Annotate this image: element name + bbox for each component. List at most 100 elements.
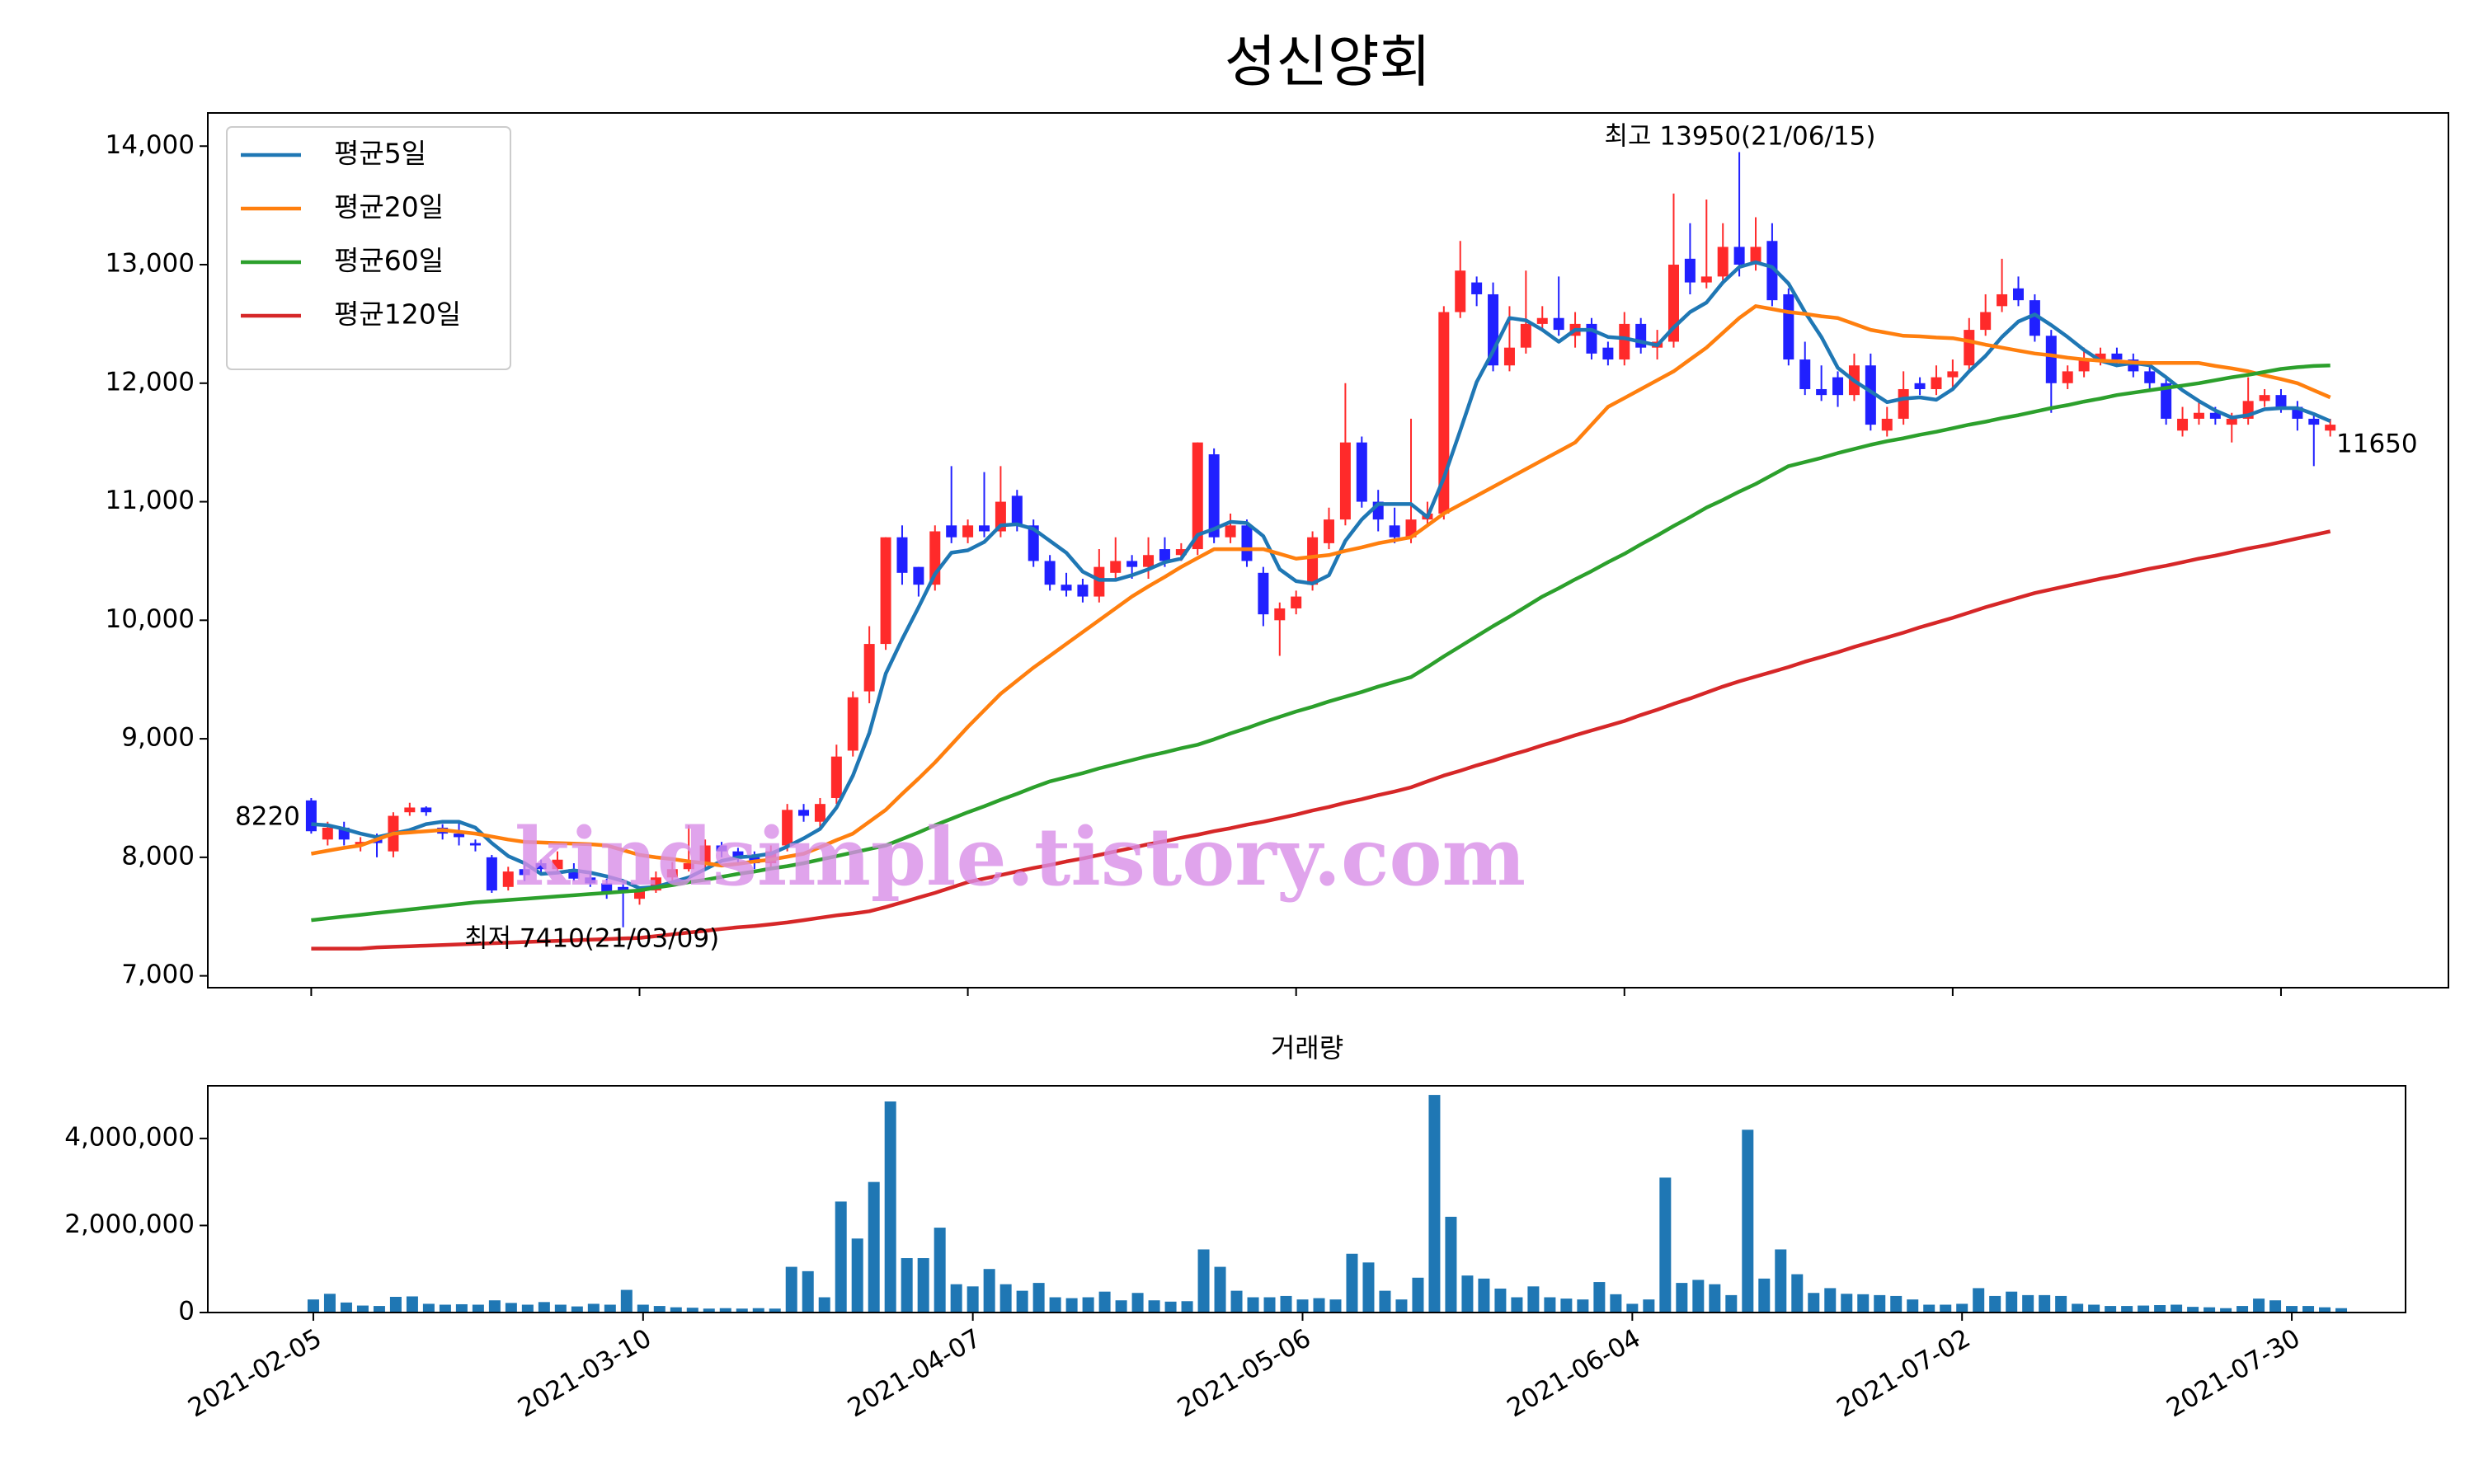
y-tick-label: 0 [178,1297,195,1327]
volume-bar [901,1258,913,1313]
candle-body [2161,383,2172,419]
volume-bar [2088,1304,2100,1313]
volume-bar [373,1306,385,1313]
candle-body [2062,371,2073,383]
candle-body [1816,388,1827,396]
candle-body [552,859,563,870]
volume-bar [2105,1306,2117,1313]
candle-body [1881,418,1893,431]
ma-line [311,363,2331,923]
candle-body [1602,347,1614,360]
candle-body [454,834,465,838]
candle-body [1044,561,1056,585]
volume-bar [620,1289,633,1313]
volume-bar [1412,1277,1424,1313]
volume-bar [802,1270,814,1313]
volume-bar [851,1238,863,1313]
volume-bar [1560,1298,1573,1313]
volume-bar [653,1306,666,1313]
volume-bar [1032,1283,1045,1313]
candle-body [2012,288,2024,301]
volume-bar [1626,1303,1639,1313]
candle-body [1914,383,1926,389]
candle-body [2144,371,2156,383]
volume-bar [670,1307,682,1313]
volume-bar [1362,1262,1375,1313]
y-tick-label: 13,000 [106,249,195,279]
candle-body [1061,585,1072,591]
volume-bar [472,1304,484,1313]
candle-body [1947,371,1959,378]
legend-label: 평균120일 [334,298,461,331]
volume-bar [2204,1307,2216,1313]
candle-body [1783,294,1794,360]
candle-body [1964,330,1975,366]
volume-bar [1907,1299,1919,1313]
volume-bar [868,1181,880,1313]
volume-bar [1313,1298,1325,1313]
candle-body [502,871,514,887]
volume-bar [2072,1303,2084,1313]
annotation-last: 11650 [2336,430,2418,459]
legend-label: 평균60일 [334,245,444,277]
volume-frame [207,1085,2406,1313]
y-tick-label: 9,000 [121,723,195,753]
legend-label: 평균20일 [334,191,444,223]
candle-body [1339,442,1351,520]
volume-bar [505,1303,517,1313]
candle-body [1225,525,1236,538]
candle-body [1931,377,1942,389]
volume-bar [1544,1297,1556,1313]
candle-body [732,851,744,857]
candle-body [1438,312,1450,514]
volume-bar [488,1300,501,1313]
volume-bar [1956,1303,1968,1313]
candle-body [1323,519,1334,543]
volume-bar [587,1303,600,1313]
volume-bar [2286,1306,2298,1313]
volume-bar [1181,1301,1193,1313]
candle-body [814,804,825,822]
candle-body [1110,561,1122,573]
volume-bar [2138,1305,2150,1313]
y-tick-label: 11,000 [106,486,195,515]
candle-body [585,877,596,884]
y-tick-label: 14,000 [106,130,195,160]
volume-bar [884,1101,896,1313]
volume-bar [752,1308,764,1313]
volume-bar [1395,1299,1408,1313]
volume-bar [2335,1308,2348,1313]
candle-body [2177,418,2189,431]
candle-body [421,807,432,813]
volume-bar [719,1308,731,1313]
watermark: kindsimple.tistory.com [515,810,1526,904]
volume-bar [1923,1304,1935,1313]
candle-body [469,843,481,846]
candle-body [1898,388,1909,419]
volume-bar [538,1302,550,1313]
volume-bar [1725,1294,1738,1313]
volume-bar [1461,1275,1474,1313]
candle-body [2275,395,2287,407]
volume-bar [323,1294,336,1313]
volume-bar [1692,1280,1705,1313]
candle-body [1536,317,1548,324]
candle-body [1799,359,1811,389]
y-tick-label: 8,000 [121,841,195,871]
candle-body [1143,555,1155,567]
candle-body [962,525,974,538]
volume-bar [1758,1278,1771,1313]
volume-bar [1577,1299,1589,1313]
annotation-low: 최저 7410(21/03/09) [464,924,719,954]
candle-body [1011,495,1023,526]
price-frame [207,112,2449,989]
candle-body [1274,608,1286,621]
candle-body [305,800,317,832]
volume-bar [1808,1293,1820,1313]
candle-body [1684,258,1696,283]
candle-body [1832,377,1844,396]
volume-bar [439,1304,451,1313]
candle-body [2259,395,2270,402]
volume-bar [1478,1278,1490,1313]
volume-bar [422,1303,435,1313]
